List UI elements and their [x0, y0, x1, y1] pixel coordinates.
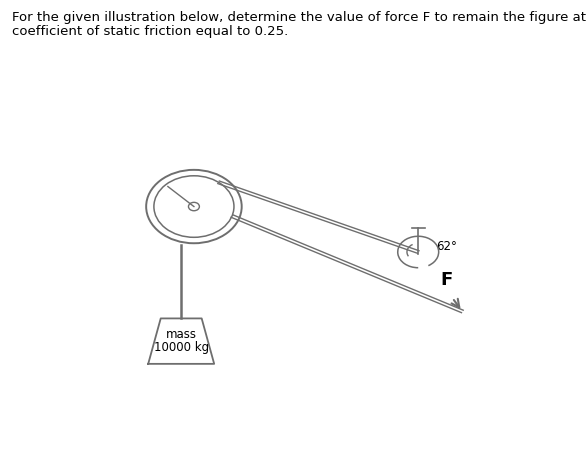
Text: mass: mass: [166, 328, 197, 341]
Text: 62°: 62°: [436, 240, 457, 253]
Text: F: F: [440, 271, 453, 289]
Text: 10000 kg: 10000 kg: [154, 341, 209, 354]
Text: coefficient of static friction equal to 0.25.: coefficient of static friction equal to …: [12, 25, 288, 38]
Text: For the given illustration below, determine the value of force F to remain the f: For the given illustration below, determ…: [12, 11, 587, 25]
